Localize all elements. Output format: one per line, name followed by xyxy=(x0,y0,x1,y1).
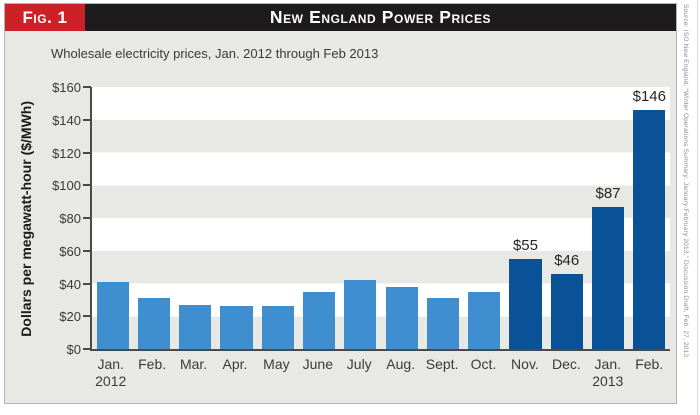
chart-area: Wholesale electricity prices, Jan. 2012 … xyxy=(5,31,676,403)
x-tick-label: Jan. xyxy=(594,356,621,372)
x-label-slot: May xyxy=(256,356,297,390)
bar-feb-13 xyxy=(633,109,666,349)
plot-area: $55 $46 $87 $146 xyxy=(90,87,670,351)
y-tick-mark xyxy=(83,151,91,154)
bar-jan-0 xyxy=(96,281,129,349)
figure-title: New England Power Prices xyxy=(269,7,492,27)
bar-slot xyxy=(92,87,133,349)
bar-nov-10 xyxy=(509,258,542,349)
figure-panel: Fig. 1 New England Power Prices Wholesal… xyxy=(4,3,677,404)
x-tick-label: Mar. xyxy=(179,356,208,372)
y-tick-mark xyxy=(83,86,91,88)
x-tick-label: Apr. xyxy=(222,356,248,372)
figure-title-bar: New England Power Prices xyxy=(85,4,676,31)
x-tick-label: Feb. xyxy=(138,356,167,372)
y-tick-mark xyxy=(83,249,91,252)
x-tick-label: May xyxy=(263,356,290,372)
bar-slot xyxy=(175,87,216,349)
y-tick-mark xyxy=(83,282,91,285)
bar-apr-3 xyxy=(220,306,253,349)
x-tick-label: Nov. xyxy=(511,356,539,372)
x-tick-label: Oct. xyxy=(470,356,497,372)
x-label-slot: June xyxy=(297,356,338,390)
y-tick-mark xyxy=(83,348,91,350)
y-tick-label: $80 xyxy=(59,211,81,226)
bar-sept-8 xyxy=(426,298,459,349)
y-tick-label: $120 xyxy=(52,145,81,161)
bar-slot xyxy=(257,87,298,349)
bar-slot: $146 xyxy=(629,87,670,349)
bar-july-6 xyxy=(344,280,377,349)
bar-value-label: $146 xyxy=(632,87,666,105)
x-label-slot: Feb. xyxy=(131,356,172,390)
bar-slot: $46 xyxy=(546,87,587,349)
x-tick-label: July xyxy=(346,356,372,372)
bar-may-4 xyxy=(261,306,294,349)
x-tick-label: Feb. xyxy=(635,356,664,372)
source-note: Source: ISO New England, “Winter Operati… xyxy=(682,4,689,360)
x-tick-label: June xyxy=(302,356,333,372)
y-tick-label: $100 xyxy=(52,178,81,194)
x-year-label: 2012 xyxy=(95,373,127,389)
bar-value-label: $46 xyxy=(554,251,580,269)
bar-mar-2 xyxy=(179,304,212,349)
figure-tag: Fig. 1 xyxy=(5,4,85,31)
bar-feb-1 xyxy=(137,298,170,349)
bar-slot: $55 xyxy=(505,87,546,349)
bar-slot xyxy=(298,87,339,349)
x-year-label: 2013 xyxy=(592,373,624,389)
y-tick-mark xyxy=(83,315,91,318)
x-label-slot: Jan. 2013 xyxy=(587,356,628,390)
y-tick-mark xyxy=(83,217,91,219)
x-label-slot: Jan. 2012 xyxy=(90,356,131,390)
bar-slot xyxy=(216,87,257,349)
x-tick-label: Sept. xyxy=(425,356,459,372)
x-tick-label: Jan. xyxy=(97,356,124,372)
y-tick-mark xyxy=(83,118,91,121)
bar-oct-9 xyxy=(468,291,501,349)
bar-slot xyxy=(133,87,174,349)
x-label-slot: Oct. xyxy=(463,356,504,390)
chart-subtitle: Wholesale electricity prices, Jan. 2012 … xyxy=(51,46,379,61)
y-tick-label: $60 xyxy=(59,243,81,259)
y-axis-title-text: Dollars per megawatt-hour ($/MWh) xyxy=(18,101,34,337)
bar-aug-7 xyxy=(385,286,418,349)
y-tick-label: $20 xyxy=(59,309,81,325)
y-axis-tick-labels: $160 $140 $120 $100 $80 $60 $40 $20 $0 xyxy=(33,80,81,357)
x-tick-label: Dec. xyxy=(551,356,581,372)
x-label-slot: Dec. xyxy=(546,356,587,390)
bar-slot xyxy=(422,87,463,349)
bar-dec-11 xyxy=(550,273,583,349)
bar-value-label: $55 xyxy=(512,236,538,254)
bar-slot xyxy=(340,87,381,349)
x-label-slot: Feb. xyxy=(628,356,669,390)
x-label-slot: Nov. xyxy=(504,356,545,390)
x-label-slot: Apr. xyxy=(214,356,255,390)
y-tick-label: $40 xyxy=(59,276,81,292)
y-tick-label: $140 xyxy=(52,112,81,128)
bar-slot: $87 xyxy=(587,87,628,349)
bar-value-label: $87 xyxy=(595,184,621,202)
bar-slot xyxy=(381,87,422,349)
bar-slot xyxy=(464,87,505,349)
x-tick-label: Aug. xyxy=(386,356,416,372)
y-axis-tick-marks xyxy=(83,86,91,351)
x-label-slot: Sept. xyxy=(421,356,462,390)
bar-june-5 xyxy=(302,291,336,349)
y-tick-label: $0 xyxy=(66,342,81,357)
y-tick-mark xyxy=(83,184,91,187)
x-label-slot: July xyxy=(339,356,380,390)
x-label-slot: Aug. xyxy=(380,356,421,390)
y-tick-label: $160 xyxy=(52,80,81,95)
x-label-slot: Mar. xyxy=(173,356,214,390)
bar-jan-12 xyxy=(591,206,625,349)
figure-header: Fig. 1 New England Power Prices xyxy=(5,4,676,31)
x-axis-labels: Jan. 2012 Feb. Mar. Apr. May June July Aug. Sept.… xyxy=(90,356,670,390)
page-edge-line xyxy=(697,0,698,415)
